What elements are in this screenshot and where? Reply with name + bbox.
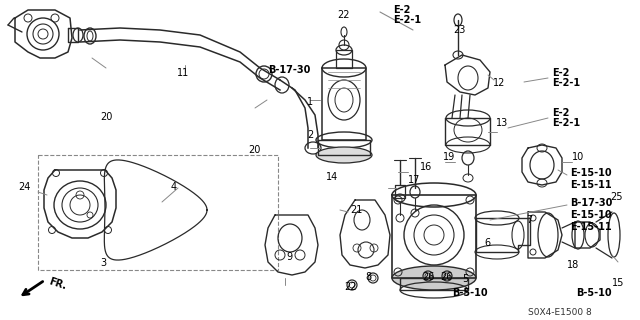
Text: 5: 5 <box>462 274 468 284</box>
Text: 8: 8 <box>365 272 371 282</box>
Text: 22: 22 <box>337 10 349 20</box>
Text: B-5-10: B-5-10 <box>576 288 612 298</box>
Text: E-15-11: E-15-11 <box>570 180 612 190</box>
Text: E-2-1: E-2-1 <box>552 78 580 88</box>
Text: 22: 22 <box>344 282 356 292</box>
Text: E-2-1: E-2-1 <box>552 118 580 128</box>
Bar <box>38 155 278 270</box>
Text: 16: 16 <box>420 162 432 172</box>
Text: 1: 1 <box>307 97 313 107</box>
Text: 10: 10 <box>572 152 584 162</box>
Text: 7: 7 <box>526 215 532 225</box>
Text: 26: 26 <box>440 272 452 282</box>
Text: 23: 23 <box>453 25 465 35</box>
Text: 9: 9 <box>286 252 292 262</box>
Text: 19: 19 <box>443 152 455 162</box>
Text: 20: 20 <box>248 145 260 155</box>
Ellipse shape <box>392 266 476 290</box>
Text: 18: 18 <box>567 260 579 270</box>
Text: S0X4-E1500 8: S0X4-E1500 8 <box>528 308 592 317</box>
Text: E-2: E-2 <box>552 68 570 78</box>
Text: B-17-30: B-17-30 <box>268 65 310 75</box>
Text: E-2-1: E-2-1 <box>393 15 421 25</box>
Text: 25: 25 <box>610 192 623 202</box>
Text: 20: 20 <box>100 112 113 122</box>
Text: 12: 12 <box>493 78 506 88</box>
Text: E-15-11: E-15-11 <box>570 222 612 232</box>
Text: 14: 14 <box>326 172 339 182</box>
Text: 11: 11 <box>177 68 189 78</box>
Text: 17: 17 <box>408 175 420 185</box>
Text: B-17-30: B-17-30 <box>570 198 612 208</box>
Text: 26: 26 <box>422 272 435 282</box>
Text: E-15-10: E-15-10 <box>570 168 612 178</box>
Text: 2: 2 <box>307 130 313 140</box>
Text: 13: 13 <box>496 118 508 128</box>
Text: E-2: E-2 <box>552 108 570 118</box>
Text: 21: 21 <box>350 205 362 215</box>
Text: E-2: E-2 <box>393 5 410 15</box>
Text: FR.: FR. <box>48 276 68 291</box>
Text: 15: 15 <box>612 278 625 288</box>
Text: 4: 4 <box>171 182 177 192</box>
Text: 3: 3 <box>100 258 106 268</box>
Text: 24: 24 <box>18 182 30 192</box>
Ellipse shape <box>316 147 372 163</box>
Text: E-15-10: E-15-10 <box>570 210 612 220</box>
Text: 6: 6 <box>484 238 490 248</box>
Text: B-5-10: B-5-10 <box>452 288 488 298</box>
